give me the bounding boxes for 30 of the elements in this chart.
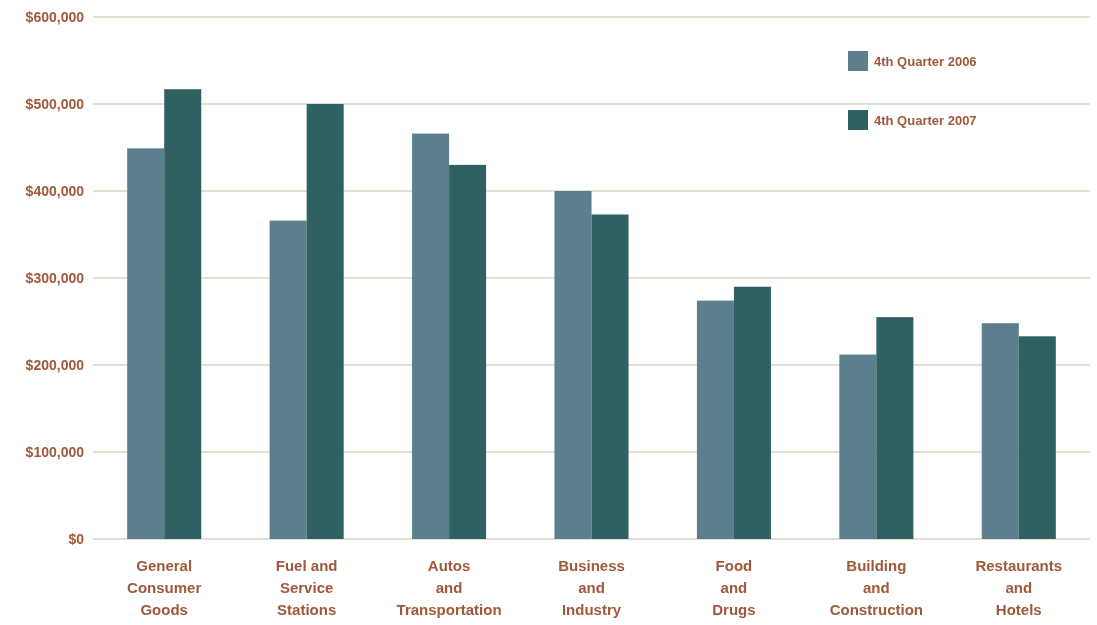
x-tick-label: Autos and Transportation <box>396 557 502 618</box>
y-tick-label: $300,000 <box>25 269 85 286</box>
bar <box>839 354 877 539</box>
y-tick-label: $0 <box>68 530 85 547</box>
bar <box>269 220 307 539</box>
y-tick-label: $100,000 <box>25 443 85 460</box>
x-tick-label: Restaurants and Hotels <box>975 557 1063 618</box>
bar <box>1018 336 1056 539</box>
y-tick-label: $400,000 <box>25 182 85 199</box>
legend-label: 4th Quarter 2006 <box>874 53 977 69</box>
bar <box>876 317 914 539</box>
y-tick-label: $500,000 <box>25 95 85 112</box>
legend-label: 4th Quarter 2007 <box>874 112 977 128</box>
bar <box>306 104 344 539</box>
x-tick-label: Fuel and Service Stations <box>275 557 338 618</box>
bar <box>127 148 165 539</box>
bar <box>412 133 450 539</box>
x-tick-label: Food and Drugs <box>712 557 756 618</box>
x-tick-label: Business and Industry <box>558 557 625 618</box>
y-tick-label: $600,000 <box>25 8 85 25</box>
x-tick-label: Building and Construction <box>829 557 924 618</box>
y-tick-label: $200,000 <box>25 356 85 373</box>
x-tick-label: General Consumer Goods <box>127 557 202 618</box>
bar <box>591 214 629 539</box>
bar <box>554 191 592 539</box>
bar <box>733 286 771 539</box>
bar <box>164 89 202 539</box>
bar <box>696 300 734 539</box>
bar <box>981 323 1019 539</box>
bar <box>449 164 487 539</box>
